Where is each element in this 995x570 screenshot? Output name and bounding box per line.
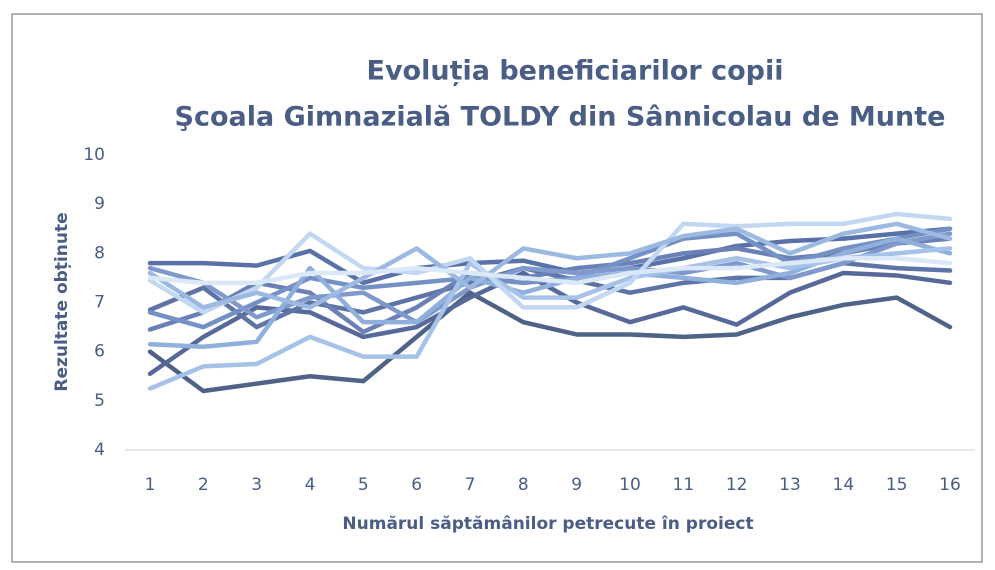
x-tick-label: 8 — [518, 475, 529, 495]
x-axis-label: Numărul săptămânilor petrecute în proiec… — [342, 514, 753, 534]
y-axis-label: Rezultate obținute — [52, 212, 72, 391]
x-tick-label: 10 — [619, 475, 641, 495]
y-tick-label: 7 — [94, 293, 105, 313]
series-line — [147, 256, 953, 286]
x-tick-label: 9 — [571, 475, 582, 495]
x-tick-label: 1 — [145, 475, 156, 495]
y-tick-label: 8 — [94, 243, 105, 263]
series-line — [147, 246, 953, 391]
chart-subtitle: Şcoala Gimnazială TOLDY din Sânnicolau d… — [175, 102, 946, 133]
y-tick-label: 9 — [94, 194, 105, 214]
y-tick-label: 10 — [83, 145, 105, 165]
x-tick-label: 4 — [305, 475, 316, 495]
x-tick-label: 6 — [411, 475, 422, 495]
x-tick-label: 3 — [251, 475, 262, 495]
chart-title: Evoluția beneficiarilor copii — [367, 56, 784, 87]
x-tick-label: 2 — [198, 475, 209, 495]
x-tick-label: 15 — [886, 475, 908, 495]
x-tick-label: 14 — [833, 475, 855, 495]
series-line — [147, 290, 953, 394]
x-tick-label: 7 — [465, 475, 476, 495]
x-tick-label: 11 — [673, 475, 695, 495]
x-tick-label: 12 — [726, 475, 748, 495]
y-tick-label: 4 — [94, 440, 105, 460]
y-tick-label: 5 — [94, 391, 105, 411]
x-tick-label: 13 — [779, 475, 801, 495]
series-line — [147, 270, 953, 377]
series-line — [147, 221, 953, 310]
x-tick-label: 16 — [939, 475, 961, 495]
series-line — [147, 211, 953, 315]
y-tick-label: 6 — [94, 342, 105, 362]
x-tick-label: 5 — [358, 475, 369, 495]
